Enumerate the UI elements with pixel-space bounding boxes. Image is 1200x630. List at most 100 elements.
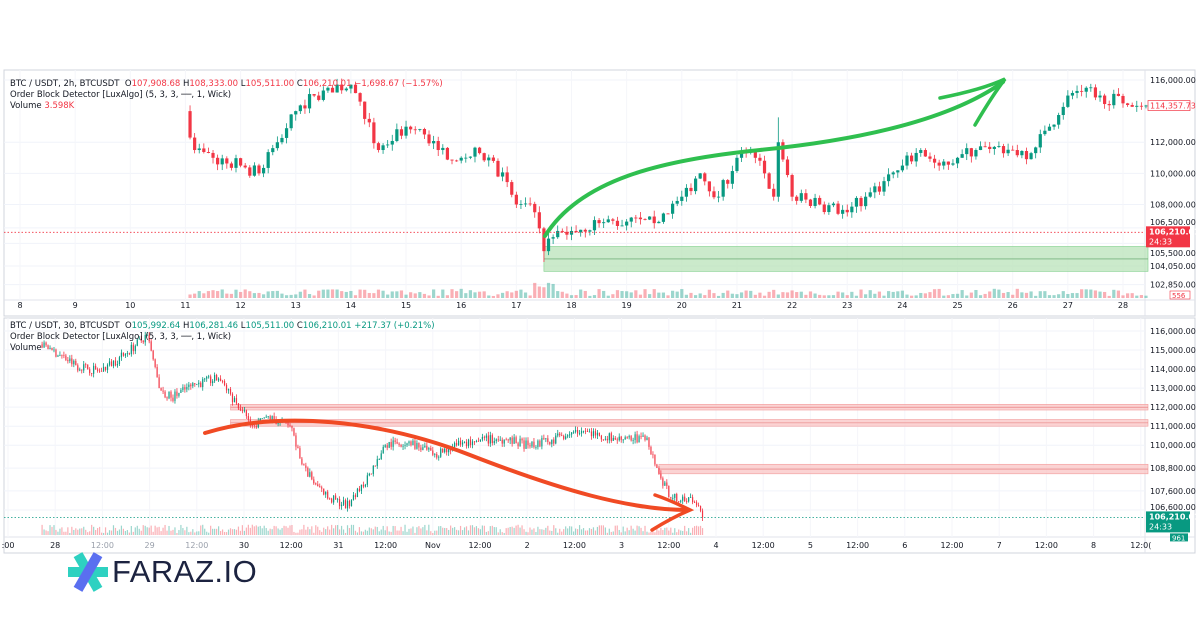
candle-body [588,431,591,433]
candle-body [640,436,642,437]
volume-bar [452,527,454,535]
candle [1080,84,1084,97]
volume-bar [726,290,730,298]
candle-body [398,443,400,445]
candle-body [676,493,678,502]
candle [162,386,164,394]
volume-bar [531,529,533,535]
candle [344,498,347,509]
candle-body [510,182,514,195]
candle [574,225,578,233]
volume-bar [420,528,422,535]
candle [965,143,969,161]
volume-bar [497,532,499,535]
volume-bar [1024,292,1029,298]
candle [795,195,799,205]
candle [342,496,345,507]
top-x-tick-label: 15 [401,301,411,310]
candle-body [503,439,505,444]
volume-bar [882,295,886,298]
candle-body [259,418,261,422]
volume-bar [188,532,190,535]
volume-bar [384,530,386,535]
volume-bar [271,529,273,535]
volume-bar [100,532,103,535]
candle-body [688,497,690,502]
candle-body [845,209,849,213]
volume-bar [694,526,696,535]
volume-bar [73,529,75,535]
candle [507,438,509,443]
volume-bar [988,291,992,298]
candle-body [293,428,295,436]
candle-body [868,192,872,197]
candle-body [795,196,799,201]
bottom-indicator-label[interactable]: Order Block Detector [LuxAlgo] (5, 3, 3,… [10,332,232,342]
volume-bar [438,526,440,535]
candle-body [887,174,891,182]
candle [546,233,551,256]
candle [241,406,243,414]
candle-body [1066,95,1070,107]
candle-body [142,340,144,343]
volume-bar [321,531,323,535]
candle-body [197,148,201,151]
candle [606,215,610,223]
volume-bar [650,531,652,535]
volume-bar [326,289,330,298]
top-indicator-label[interactable]: Order Block Detector [LuxAlgo] (5, 3, 3,… [10,90,232,100]
candle [464,153,468,163]
candle-body [694,502,696,504]
candle [321,86,325,102]
candle [500,167,505,182]
volume-bar [1066,294,1070,298]
bottom-volume-label[interactable]: Volume [10,343,42,353]
candle [652,451,654,459]
volume-bar [293,531,295,535]
candle-body [533,441,535,448]
candle-body [303,105,307,109]
candle-body [721,180,725,197]
volume-bar [291,524,293,535]
volume-bar [942,295,946,298]
candle-body [166,397,168,399]
candle [694,500,696,504]
candle [650,445,652,455]
volume-bar [648,294,652,298]
volume-bar [1112,289,1116,298]
candle [487,154,491,167]
top-x-tick-label: 21 [732,301,742,310]
volume-bar [521,525,523,535]
candle-body [557,433,559,436]
candle [247,413,249,422]
candle-body [625,221,629,226]
candle-body [527,440,529,446]
candle [368,472,370,477]
candle [461,439,464,447]
volume-bar [277,528,279,535]
candle-body [693,178,698,192]
volume-bar [374,526,376,535]
top-y-tick-label: 116,000.00 [1150,76,1196,85]
candle [263,417,265,419]
volume-bar [505,291,509,298]
top-volume-label[interactable]: Volume [10,101,42,111]
volume-bar [612,531,614,535]
candle-body [882,181,886,192]
volume-bar [251,524,253,535]
candle-body [363,101,367,119]
candle [571,432,573,438]
candle [303,463,305,466]
candle-body [237,403,240,409]
candle [582,430,585,434]
volume-bar [672,532,674,535]
volume-bar [503,532,505,535]
volume-bar [684,294,688,298]
volume-bar [280,293,284,298]
volume-bar [422,527,424,535]
candle [436,452,438,460]
candle-body [414,440,416,449]
candle [202,143,206,154]
candle [311,470,313,481]
